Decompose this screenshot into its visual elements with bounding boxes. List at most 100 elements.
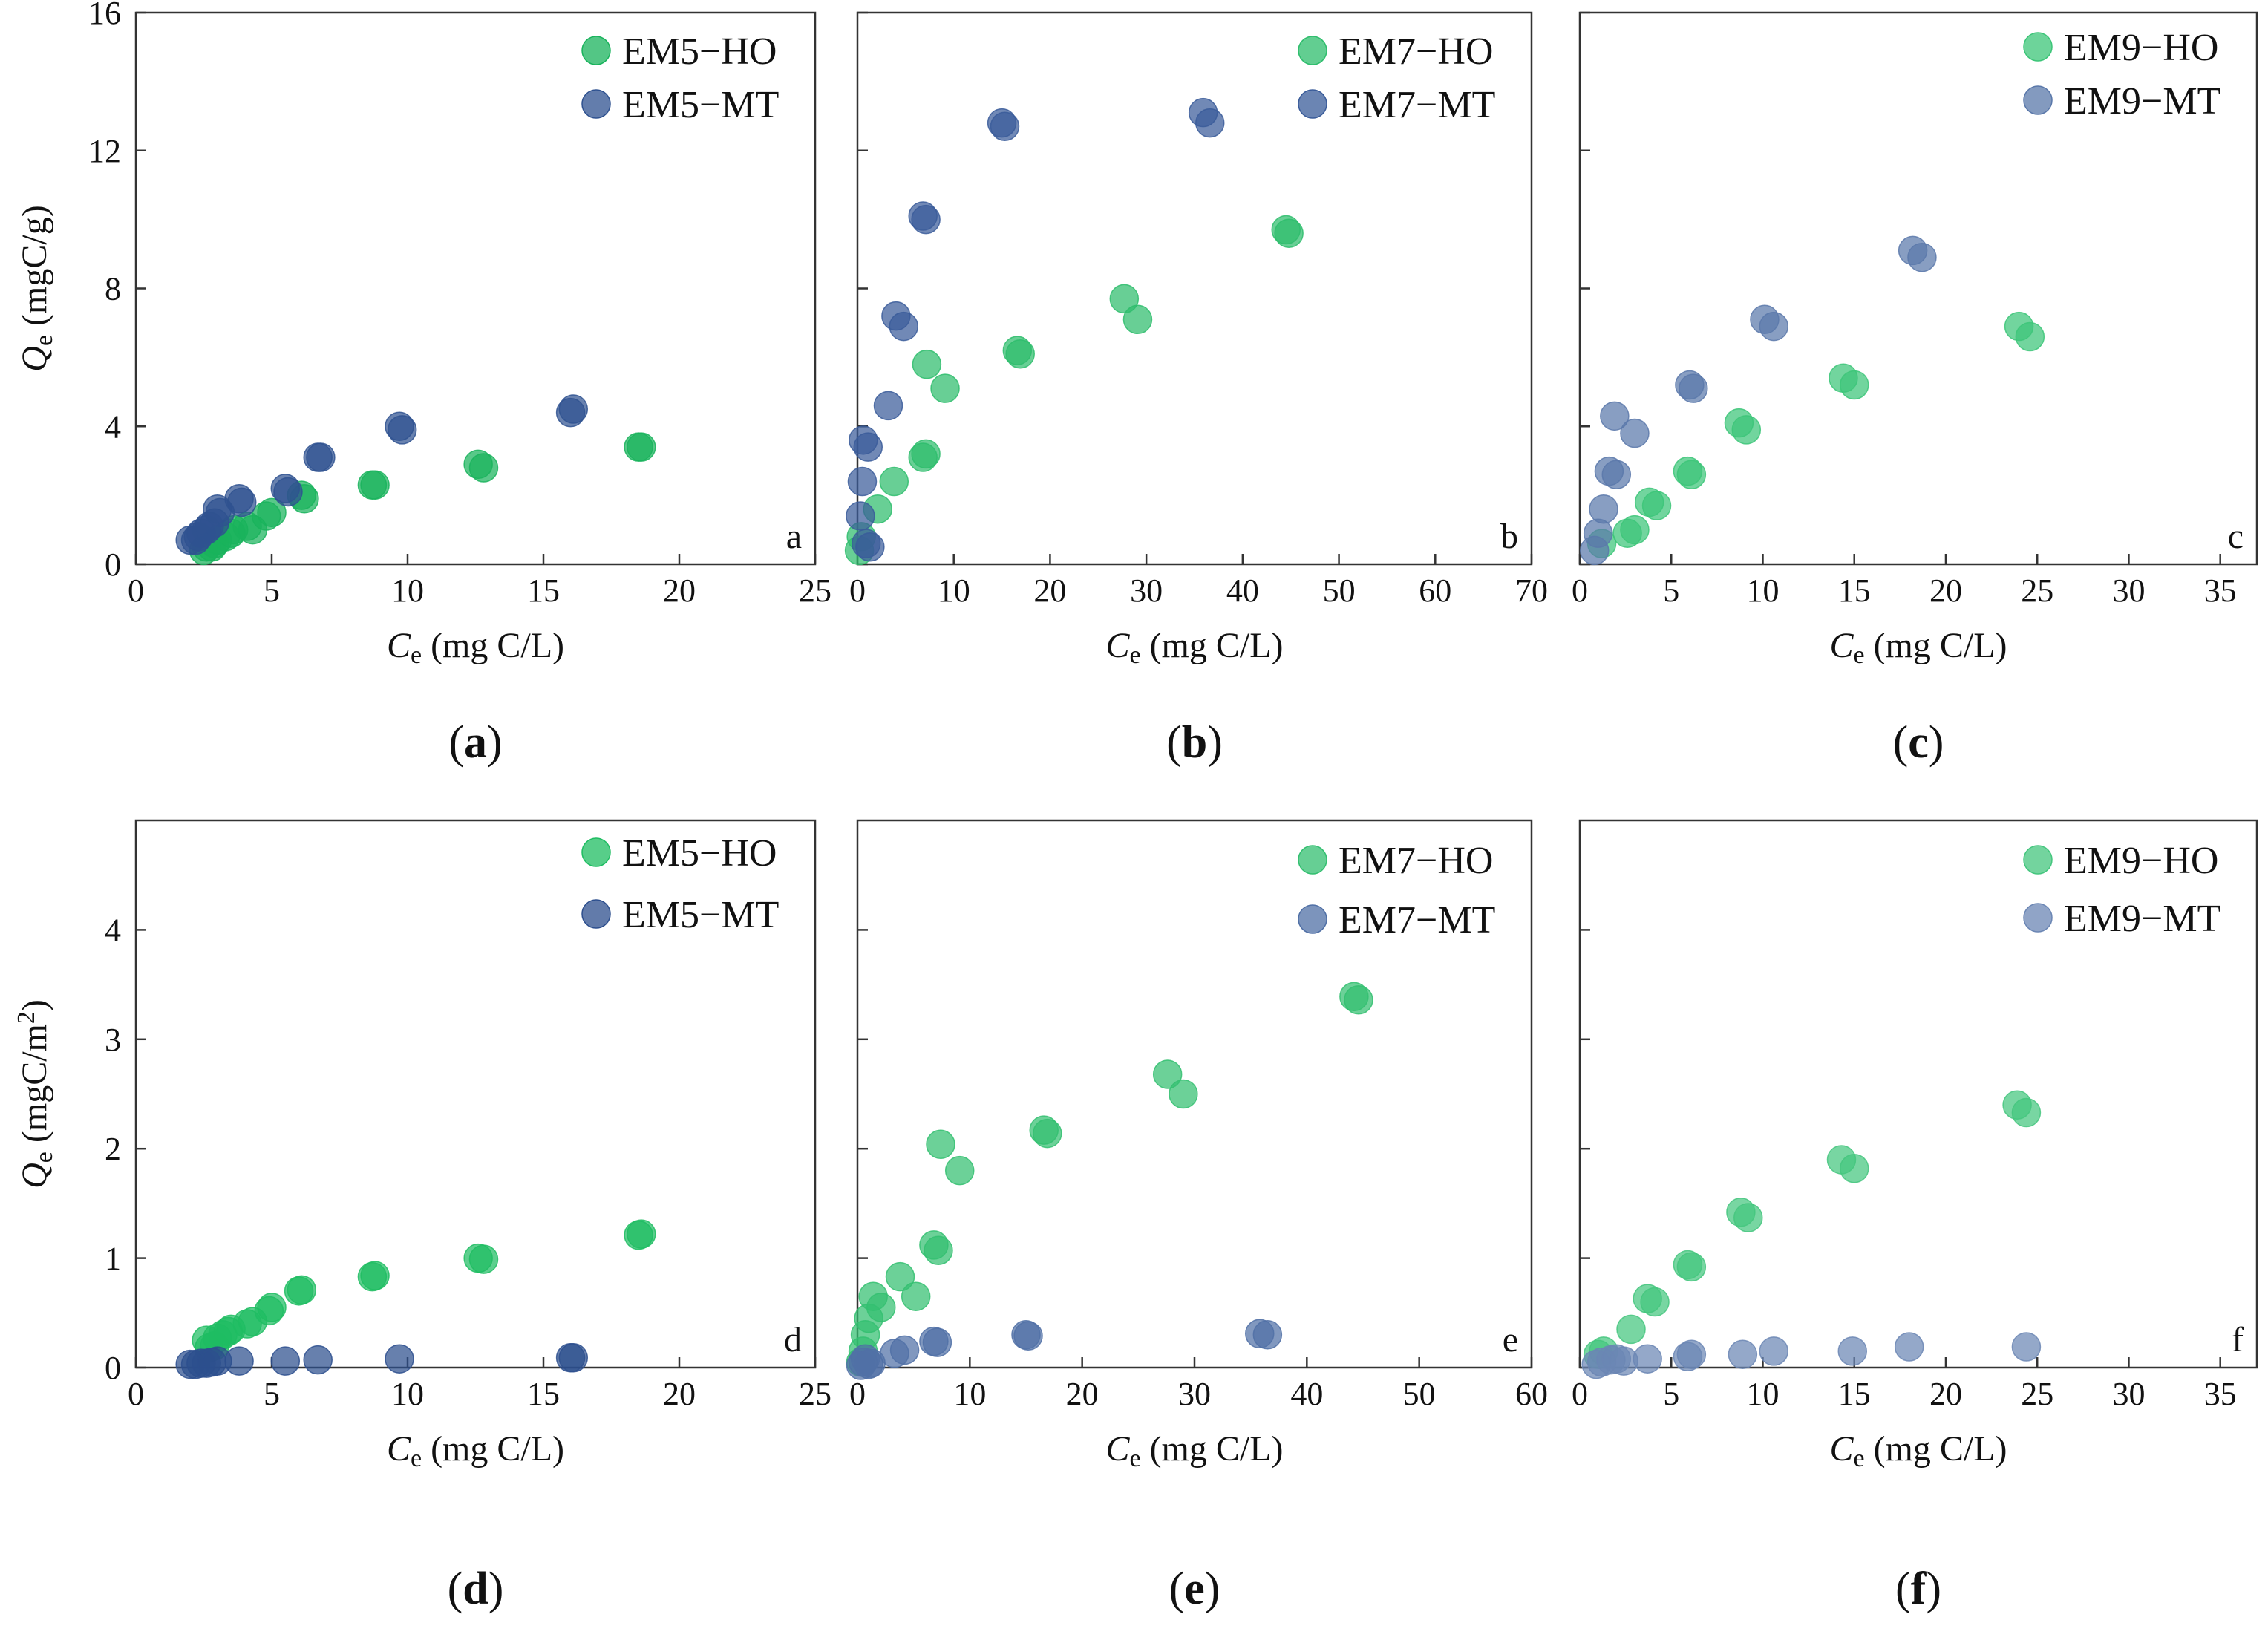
legend-label-f-mt: EM9−MT <box>2064 898 2220 940</box>
point-e-ho <box>885 1261 915 1292</box>
x-tick-label-f: 25 <box>2021 1376 2053 1412</box>
corner-label-b: b <box>1500 517 1518 556</box>
y-tick-label-d: 3 <box>105 1022 121 1058</box>
caption-e: (e) <box>1169 1564 1220 1614</box>
x-tick-label-d: 10 <box>391 1376 424 1412</box>
point-b-mt <box>853 432 883 462</box>
point-c-mt <box>1601 460 1632 490</box>
plot-frame-f <box>1578 819 2258 1369</box>
point-c-ho <box>2015 321 2045 352</box>
point-f-ho <box>1839 1153 1869 1183</box>
point-b-ho <box>912 349 942 379</box>
point-b-mt <box>911 204 941 235</box>
point-f-mt <box>1676 1339 1707 1370</box>
point-a-ho <box>360 470 390 500</box>
point-c-ho <box>1839 370 1869 400</box>
point-a-mt <box>306 442 336 472</box>
x-axis-title-f: Ce (mg C/L) <box>1829 1429 2007 1472</box>
y-tick-label-a: 4 <box>105 408 121 445</box>
legend-label-f-ho: EM9−HO <box>2064 840 2218 882</box>
point-f-ho <box>1676 1252 1707 1282</box>
y-tick-label-a: 8 <box>105 271 121 307</box>
legend-marker-d-ho <box>581 837 611 867</box>
x-tick-label-b: 60 <box>1419 572 1451 609</box>
x-tick-label-c: 0 <box>1572 572 1588 609</box>
y-axis-title-d: Qe (mgC/m2) <box>13 999 58 1189</box>
x-tick-label-a: 25 <box>799 572 831 609</box>
point-b-mt <box>889 311 919 342</box>
x-tick-label-f: 0 <box>1572 1376 1588 1412</box>
legend-label-e-ho: EM7−HO <box>1339 840 1493 882</box>
point-a-mt <box>224 484 254 514</box>
x-tick-label-f: 5 <box>1663 1376 1679 1412</box>
x-tick-label-f: 10 <box>1746 1376 1779 1412</box>
point-d-mt <box>224 1346 254 1376</box>
x-tick-label-b: 30 <box>1130 572 1163 609</box>
panel-d: 0 5 10 15 20 25 0 1 2 3 4 Ce (mg C/L) Qe (mgC/m2) EM5… <box>13 819 831 1614</box>
point-e-mt <box>1252 1320 1283 1350</box>
caption-c: (c) <box>1893 717 1944 768</box>
point-c-mt <box>1600 401 1630 431</box>
point-e-ho <box>866 1293 896 1322</box>
x-tick-label-b: 50 <box>1323 572 1356 609</box>
x-tick-label-a: 20 <box>663 572 696 609</box>
y-tick-label-d: 4 <box>105 912 121 948</box>
point-f-ho <box>2011 1097 2042 1128</box>
x-tick-label-e: 50 <box>1403 1376 1436 1412</box>
point-e-ho <box>1152 1059 1183 1089</box>
x-tick-label-e: 10 <box>953 1376 986 1412</box>
point-b-ho <box>879 466 909 497</box>
point-b-ho <box>1005 339 1035 369</box>
point-d-ho <box>627 1219 656 1249</box>
point-b-mt <box>873 391 903 421</box>
y-tick-label-a: 0 <box>105 546 121 583</box>
point-e-ho <box>924 1235 953 1266</box>
point-b-ho <box>1109 284 1140 314</box>
point-e-ho <box>1344 984 1373 1015</box>
x-tick-label-b: 40 <box>1226 572 1259 609</box>
corner-label-f: f <box>2232 1320 2244 1359</box>
x-tick-label-a: 5 <box>264 572 280 609</box>
legend-marker-b-mt <box>1298 89 1327 119</box>
panel-a: 0 5 10 15 20 25 0 4 8 12 16 Ce (mg C/L) Qe (mgC/g) EM… <box>15 0 831 768</box>
x-tick-label-a: 15 <box>527 572 560 609</box>
point-f-mt <box>1633 1344 1662 1374</box>
x-axis-title-b: Ce (mg C/L) <box>1105 626 1283 669</box>
point-e-ho <box>1169 1079 1198 1109</box>
y-tick-label-d: 1 <box>105 1241 121 1277</box>
y-axis-title-a: Qe (mgC/g) <box>15 205 58 371</box>
point-c-mt <box>1907 242 1937 272</box>
point-a-mt <box>273 477 303 507</box>
corner-label-d: d <box>784 1320 802 1359</box>
legend-marker-f-mt <box>2023 903 2053 933</box>
x-tick-label-b: 70 <box>1515 572 1548 609</box>
x-tick-label-f: 30 <box>2112 1376 2145 1412</box>
legend-label-c-mt: EM9−MT <box>2064 80 2220 123</box>
point-d-mt <box>303 1345 333 1375</box>
x-tick-label-c: 5 <box>1663 572 1679 609</box>
panel-f: 0 5 10 15 20 25 30 35 Ce (mg C/L) EM9−HO EM9−MT f (f… <box>1572 819 2258 1614</box>
point-e-mt <box>1013 1321 1043 1351</box>
x-tick-label-e: 40 <box>1290 1376 1323 1412</box>
x-tick-label-d: 20 <box>663 1376 696 1412</box>
point-b-ho <box>911 439 941 469</box>
x-tick-label-b: 10 <box>938 572 970 609</box>
x-tick-label-d: 25 <box>799 1376 831 1412</box>
legend-marker-e-mt <box>1298 904 1327 934</box>
legend-marker-c-mt <box>2023 85 2053 115</box>
point-c-ho <box>1731 415 1762 445</box>
x-tick-label-c: 15 <box>1838 572 1871 609</box>
point-f-mt <box>1759 1336 1789 1366</box>
point-e-mt <box>922 1327 952 1357</box>
legend-marker-a-mt <box>581 89 611 119</box>
point-d-mt <box>385 1344 414 1374</box>
legend-marker-f-ho <box>2023 845 2053 875</box>
x-tick-label-e: 0 <box>849 1376 866 1412</box>
y-tick-label-d: 0 <box>105 1350 121 1386</box>
x-axis-title-e: Ce (mg C/L) <box>1105 1429 1283 1472</box>
x-tick-label-d: 5 <box>264 1376 280 1412</box>
point-c-mt <box>1583 518 1613 548</box>
point-b-mt <box>990 111 1020 141</box>
point-c-mt <box>1589 494 1618 524</box>
